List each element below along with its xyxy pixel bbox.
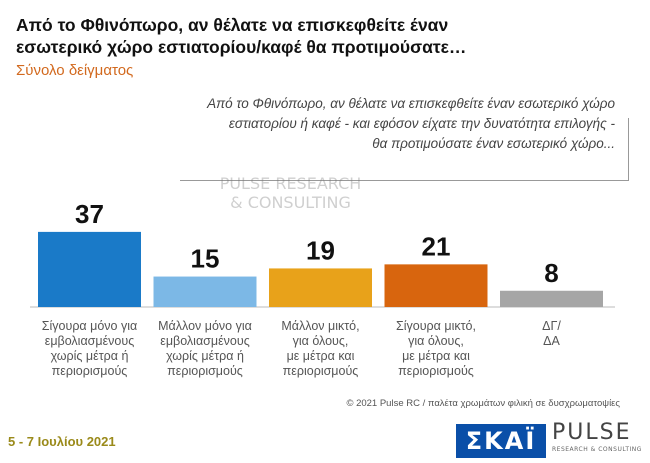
category-label: ΔΓ/ΔΑ — [542, 319, 561, 348]
survey-date: 5 - 7 Ιουλίου 2021 — [8, 434, 116, 449]
category-label-line: χωρίς μέτρα ή — [51, 349, 129, 363]
category-label-line: περιορισμούς — [167, 364, 243, 378]
question-line: θα προτιμούσατε έναν εσωτερικό χώρο... — [372, 136, 615, 151]
category-label-line: περιορισμούς — [283, 364, 359, 378]
pulse-watermark: PULSE RESEARCH & CONSULTING — [218, 174, 363, 230]
question-line: εστιατορίου ή καφέ - και εφόσον είχατε τ… — [228, 116, 615, 131]
question-line: Από το Φθινόπωρο, αν θέλατε να επισκεφθε… — [207, 96, 615, 111]
category-label-line: ΔΑ — [543, 334, 560, 348]
data-label: 21 — [422, 231, 451, 261]
category-label-line: με μέτρα και — [402, 349, 470, 363]
data-label: 37 — [75, 199, 104, 229]
watermark-sub: RESEARCH & CONSULTING — [230, 174, 362, 212]
chart-title-line: εσωτερικό χώρο εστιατορίου/καφέ θα προτι… — [16, 37, 467, 57]
category-label-line: Μάλλον μόνο για — [158, 319, 252, 333]
category-label-line: ΔΓ/ — [542, 319, 561, 333]
bar — [38, 231, 141, 307]
bar — [269, 268, 372, 307]
category-label-line: περιορισμούς — [398, 364, 474, 378]
category-label-line: Σίγουρα μικτό, — [396, 319, 476, 333]
category-label-line: χωρίς μέτρα ή — [166, 349, 244, 363]
skai-logo: ΣΚΑΪ — [456, 424, 546, 458]
question-frame — [180, 118, 629, 181]
bar — [500, 290, 603, 307]
category-label-line: για όλους, — [293, 334, 349, 348]
pulse-logo: PULSE RESEARCH & CONSULTING — [552, 420, 644, 460]
data-label: 15 — [191, 244, 220, 274]
copyright-note: © 2021 Pulse RC / παλέτα χρωμάτων φιλική… — [346, 398, 620, 409]
pulse-logo-name: PULSE — [552, 420, 632, 445]
pulse-logo-sub: RESEARCH & CONSULTING — [552, 446, 642, 453]
category-label: Μάλλον μικτό, για όλους, με μέτρα και περιο… — [281, 319, 359, 378]
category-label-line: για όλους, — [408, 334, 464, 348]
data-label: 8 — [544, 258, 558, 288]
category-label-line: εμβολιασμένους — [160, 334, 249, 348]
sample-subtitle: Σύνολο δείγματος — [16, 62, 134, 79]
category-label-line: εμβολιασμένους — [45, 334, 134, 348]
bar — [153, 276, 257, 307]
category-label: Μάλλον μόνο για εμβολιασμένους χωρίς μέτρα… — [158, 319, 252, 378]
category-label-line: Μάλλον μικτό, — [281, 319, 359, 333]
category-label-line: Σίγουρα μόνο για — [42, 319, 137, 333]
bar — [384, 264, 488, 307]
category-label-line: με μέτρα και — [287, 349, 355, 363]
chart-title-line: Από το Φθινόπωρο, αν θέλατε να επισκεφθε… — [16, 15, 449, 35]
chart-title: Από το Φθινόπωρο, αν θέλατε να επισκεφθε… — [16, 14, 616, 58]
watermark-name: PULSE — [219, 174, 271, 193]
category-label: Σίγουρα μικτό, για όλους, με μέτρα και περι… — [396, 319, 476, 378]
data-label: 19 — [306, 235, 335, 265]
question-text: Από το Φθινόπωρο, αν θέλατε να επισκεφθε… — [150, 94, 615, 154]
category-label-line: περιορισμούς — [52, 364, 128, 378]
category-label: Σίγουρα μόνο για εμβολιασμένους χωρίς μέτρ… — [42, 319, 137, 378]
